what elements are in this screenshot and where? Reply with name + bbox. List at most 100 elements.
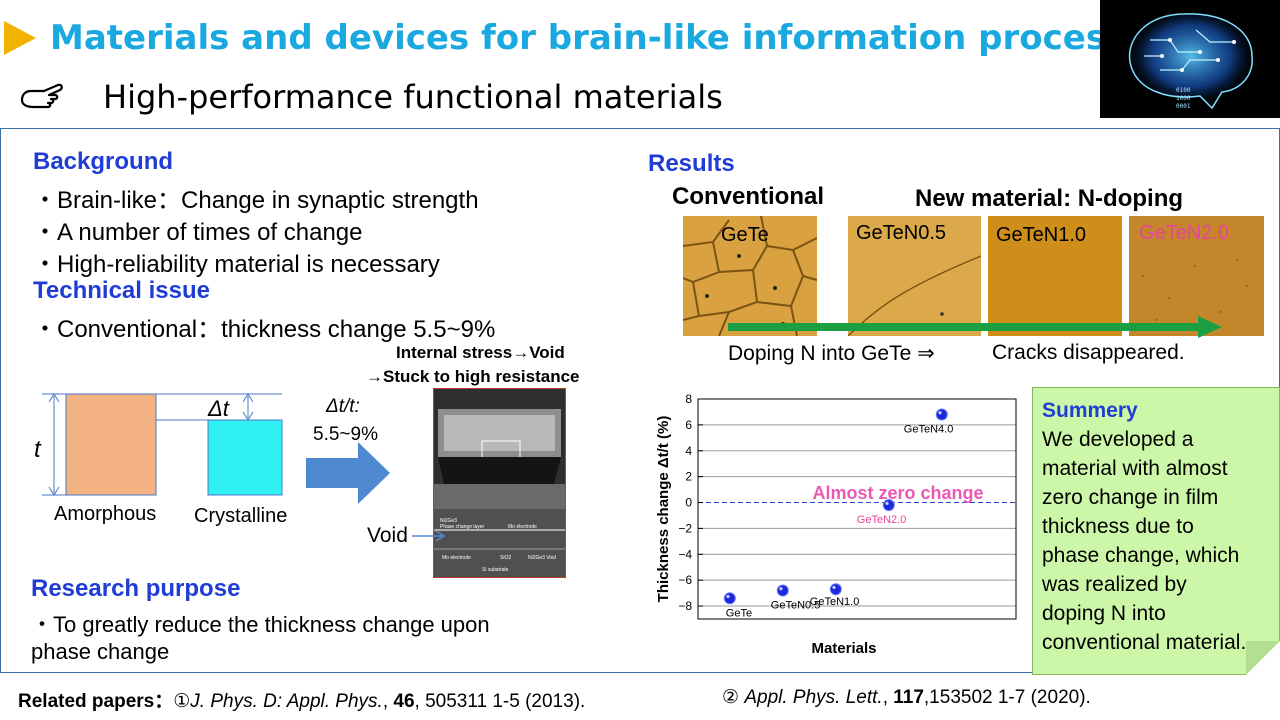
micrograph-tile-getn05: GeTeN0.5 <box>848 216 981 336</box>
reference-2-volume: 117 <box>893 687 924 708</box>
pointing-hand-icon <box>20 83 63 109</box>
reference-1: Related papers：①J. Phys. D: Appl. Phys.,… <box>18 691 586 712</box>
ratio-label: Δt/t: <box>326 396 360 417</box>
reference-1-journal: J. Phys. D: Appl. Phys. <box>190 691 383 712</box>
void-label: Void <box>367 524 408 547</box>
micrograph-tile-getn10: GeTeN1.0 <box>988 216 1122 336</box>
chart-x-label: Materials <box>811 640 876 657</box>
research-purpose-line: phase change <box>31 639 170 664</box>
results-heading: Results <box>648 150 735 177</box>
void-pointer-arrow-icon <box>412 530 446 542</box>
reference-1-number: ① <box>173 691 191 712</box>
summary-line: was realized by <box>1042 573 1187 596</box>
chart-y-tick-label: 2 <box>685 470 692 484</box>
summary-page-curl <box>1246 641 1280 675</box>
dt-label: Δt <box>208 396 229 421</box>
summary-line: zero change in film <box>1042 486 1219 509</box>
doping-text: Doping N into GeTe ⇒ <box>728 342 935 365</box>
green-progress-arrow-icon <box>728 316 1222 338</box>
t-label: t <box>34 436 41 463</box>
summary-line: doping N into <box>1042 602 1166 625</box>
crystalline-block <box>207 419 283 496</box>
research-purpose-line: ・To greatly reduce the thickness change … <box>31 612 490 637</box>
background-item: ・High-reliability material is necessary <box>33 251 440 278</box>
chart-y-tick-label: −8 <box>678 599 692 613</box>
summary-line: conventional material. <box>1042 631 1247 654</box>
micrograph-tile-gete: GeTe <box>683 216 817 336</box>
chart-y-tick-label: 4 <box>685 444 692 458</box>
crystalline-label: Crystalline <box>194 505 288 527</box>
sem-label: Mo electrode <box>442 555 471 561</box>
research-purpose-heading: Research purpose <box>31 575 241 602</box>
reference-2-journal: Appl. Phys. Lett. <box>744 687 883 708</box>
background-item: ・Brain-like：Change in synaptic strength <box>33 187 479 214</box>
chart-point <box>829 583 842 596</box>
stress-label-line1: Internal stress→Void <box>396 343 565 362</box>
chart-y-label: Thickness change Δt/t (%) <box>655 416 672 603</box>
references-prefix: Related papers： <box>18 691 174 712</box>
background-heading: Background <box>33 148 174 175</box>
new-material-label: New material: N-doping <box>915 185 1184 212</box>
thickness-diagram <box>42 393 283 496</box>
sem-label: SiO2 <box>500 555 511 561</box>
micrograph-tile-getn20: GeTeN2.0 <box>1129 216 1264 336</box>
reference-1-details: , 505311 1-5 (2013). <box>414 691 586 712</box>
reference-2: ② Appl. Phys. Lett., 117,153502 1-7 (202… <box>722 687 1091 708</box>
chart-point-highlight <box>726 594 730 599</box>
title-arrow-icon <box>4 21 36 55</box>
cracks-text: Cracks disappeared. <box>992 341 1185 364</box>
tile-label: GeTeN1.0 <box>996 224 1087 246</box>
reference-1-volume: 46 <box>393 691 415 712</box>
chart-point-highlight <box>832 585 836 590</box>
chart-annotation: Almost zero change <box>812 483 983 503</box>
chart-point-label: GeTeN0.5 <box>771 600 821 612</box>
sem-label: Ni2Ge3 <box>440 518 457 524</box>
stress-label-line2: →Stuck to high resistance <box>366 367 580 386</box>
ratio-value: 5.5~9% <box>313 424 378 445</box>
amorphous-label: Amorphous <box>54 503 157 525</box>
summary-line: phase change, which <box>1042 544 1240 567</box>
conventional-label: Conventional <box>672 183 825 210</box>
tile-label: GeTeN0.5 <box>856 222 947 244</box>
chart-y-tick-label: 8 <box>685 392 692 406</box>
chart-point <box>776 584 789 597</box>
tile-label: GeTeN2.0 <box>1139 222 1230 244</box>
sem-label: Si substrate <box>482 567 509 573</box>
chart-point-label: GeTeN1.0 <box>810 596 860 608</box>
brain-binary-1: 0100 <box>1176 87 1191 94</box>
chart-y-tick-label: −4 <box>678 547 692 561</box>
chart-y-axis: 8 6 4 2 0 −2 −4 −6 −8 <box>678 392 703 613</box>
chart-point-label: GeTeN2.0 <box>857 514 907 526</box>
brain-binary-3: 0001 <box>1176 103 1191 110</box>
summary-line: thickness due to <box>1042 515 1194 538</box>
chart-y-tick-label: −2 <box>678 521 692 535</box>
page-title: Materials and devices for brain-like inf… <box>50 18 1187 58</box>
right-arrow-icon <box>306 442 390 504</box>
summary-heading: Summery <box>1042 399 1138 422</box>
technical-issue-heading: Technical issue <box>33 277 210 304</box>
reference-2-details: ,153502 1-7 (2020). <box>923 687 1091 708</box>
chart-point-highlight <box>938 411 942 415</box>
tile-label: GeTe <box>721 224 769 246</box>
chart-point-highlight <box>885 501 889 505</box>
chart-y-tick-label: 6 <box>685 418 692 432</box>
chart-y-tick-label: −6 <box>678 573 692 587</box>
sem-label: Phase change layer <box>440 524 485 530</box>
chart-y-tick-label: 0 <box>685 496 692 510</box>
chart-point <box>935 408 948 421</box>
brain-circuit-image: 0100 1000 0001 <box>1100 0 1280 118</box>
summary-line: material with almost <box>1042 457 1228 480</box>
chart-plot-frame <box>697 398 1017 620</box>
sem-label: Mo electrode <box>508 524 537 530</box>
background-item: ・A number of times of change <box>33 219 363 246</box>
chart-point-label: GeTe <box>726 607 752 619</box>
brain-binary-2: 1000 <box>1176 95 1191 102</box>
sem-cross-section-image: Ni2Ge3 Phase change layer Mo electrode M… <box>433 388 566 578</box>
technical-issue-item: ・Conventional：thickness change 5.5~9% <box>33 316 496 343</box>
summary-box: Summery We developed a material with alm… <box>1032 387 1280 675</box>
chart-point-highlight <box>779 587 783 591</box>
chart-point <box>723 592 736 605</box>
sem-label: Ni2Ge3 Void <box>528 555 556 561</box>
